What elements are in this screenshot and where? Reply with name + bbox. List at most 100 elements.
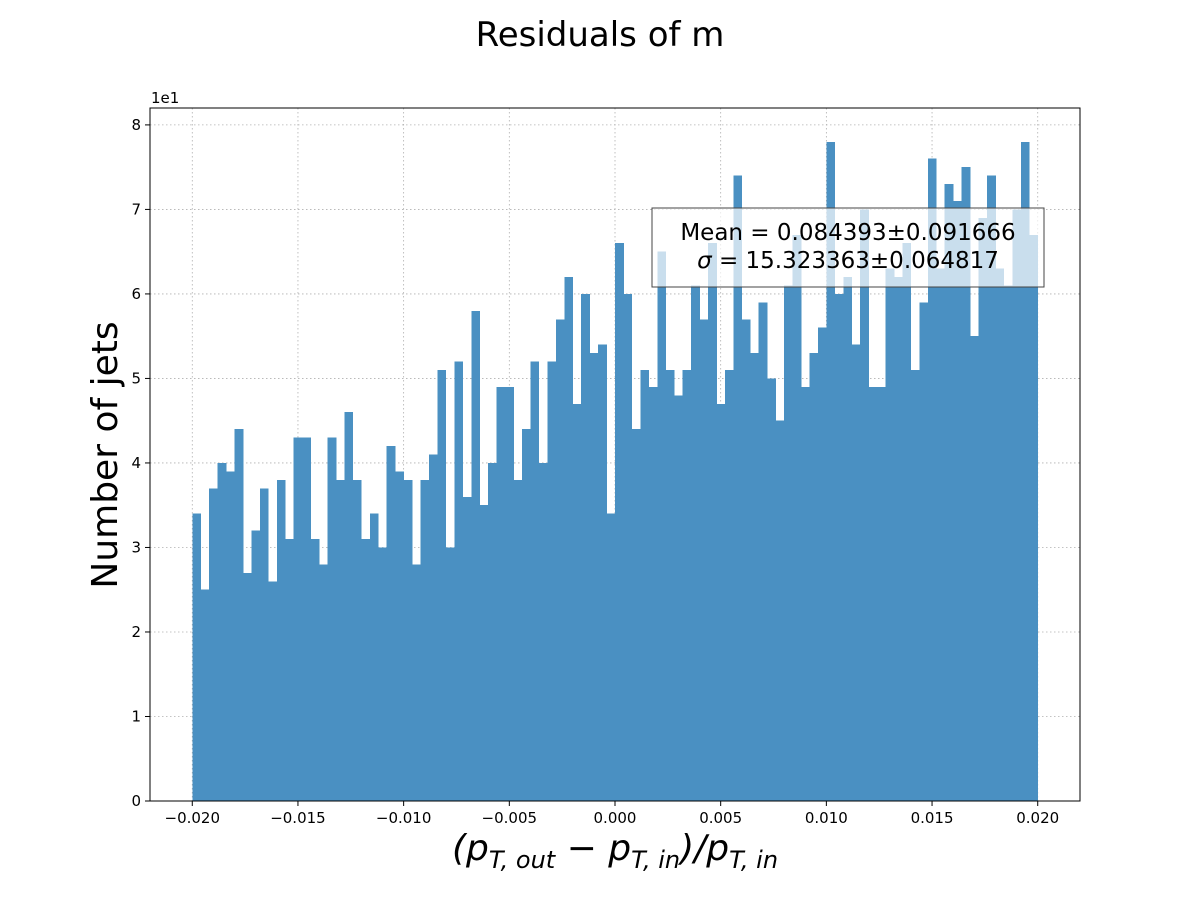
histogram-bar bbox=[682, 369, 692, 801]
histogram-bar bbox=[505, 386, 514, 801]
histogram-bar bbox=[648, 386, 658, 801]
histogram-bar bbox=[623, 293, 633, 801]
y-tick-label: 0 bbox=[131, 792, 141, 810]
histogram-bar bbox=[496, 386, 506, 801]
histogram-bar bbox=[454, 361, 464, 801]
histogram-bar bbox=[716, 403, 726, 801]
histogram-bar bbox=[733, 175, 743, 802]
histogram-bar bbox=[572, 403, 582, 801]
histogram-bar bbox=[767, 378, 776, 801]
histogram-bars bbox=[192, 141, 1039, 802]
x-tick-label: −0.010 bbox=[376, 809, 432, 827]
histogram-bar bbox=[555, 319, 565, 801]
histogram-bar bbox=[691, 285, 700, 802]
histogram-bar bbox=[302, 437, 311, 801]
histogram-bar bbox=[724, 369, 734, 801]
y-tick-label: 3 bbox=[131, 538, 141, 556]
histogram-bar bbox=[953, 200, 962, 802]
histogram-bar bbox=[750, 353, 760, 801]
histogram-bar bbox=[403, 479, 413, 801]
histogram-bar bbox=[1003, 285, 1013, 802]
histogram-bar bbox=[538, 462, 548, 801]
histogram-bar bbox=[251, 530, 261, 801]
histogram-bar bbox=[217, 462, 227, 801]
histogram-bar bbox=[471, 310, 481, 801]
histogram-bar bbox=[665, 369, 675, 801]
y-tick-label: 8 bbox=[131, 116, 141, 134]
histogram-bar bbox=[987, 175, 996, 802]
y-tick-label: 7 bbox=[131, 200, 141, 218]
histogram-bar bbox=[412, 564, 421, 801]
histogram-bar bbox=[530, 361, 540, 801]
x-axis-ticks: −0.020 −0.015 −0.010 −0.005 0.000 0.005 0.010 0… bbox=[165, 801, 1059, 827]
y-tick-label: 6 bbox=[131, 285, 141, 303]
histogram-bar bbox=[268, 581, 278, 801]
histogram-bar bbox=[488, 462, 497, 801]
histogram-bar bbox=[801, 386, 810, 801]
histogram-bar bbox=[581, 293, 590, 801]
histogram-bar bbox=[285, 539, 295, 801]
histogram-bar bbox=[784, 285, 793, 802]
histogram-bar bbox=[352, 479, 362, 801]
histogram-bar bbox=[970, 336, 979, 801]
histogram-bar bbox=[978, 217, 988, 802]
histogram-bar bbox=[674, 395, 683, 801]
x-tick-label: 0.005 bbox=[699, 809, 742, 827]
y-tick-label: 4 bbox=[131, 454, 141, 472]
histogram-bar bbox=[547, 361, 557, 801]
histogram-bar bbox=[902, 243, 912, 802]
x-tick-label: −0.020 bbox=[165, 809, 221, 827]
histogram-bar bbox=[834, 293, 844, 801]
histogram-bar bbox=[319, 564, 328, 801]
y-tick-label: 1 bbox=[131, 707, 141, 725]
histogram-bar bbox=[708, 243, 717, 802]
histogram-bar bbox=[386, 446, 396, 801]
histogram-bar bbox=[276, 479, 286, 801]
x-tick-label: 0.000 bbox=[594, 809, 637, 827]
histogram-bar bbox=[200, 589, 210, 801]
histogram-bar bbox=[995, 268, 1005, 801]
histogram-bar bbox=[910, 369, 920, 801]
histogram-bar bbox=[437, 369, 447, 801]
histogram-bar bbox=[936, 268, 946, 801]
histogram-bar bbox=[522, 429, 531, 801]
histogram-bar bbox=[336, 479, 345, 801]
histogram-bar bbox=[344, 412, 354, 801]
y-axis-label: Number of jets bbox=[85, 321, 126, 588]
histogram-bar bbox=[961, 167, 971, 801]
histogram-bar bbox=[1029, 234, 1039, 801]
histogram-bar bbox=[226, 471, 235, 801]
histogram-bar bbox=[209, 488, 218, 801]
histogram-bar bbox=[445, 547, 455, 801]
histogram-bar bbox=[894, 277, 903, 801]
histogram-bar bbox=[657, 251, 667, 802]
histogram-bar bbox=[792, 234, 802, 801]
histogram-bar bbox=[615, 243, 624, 802]
histogram-bar bbox=[259, 488, 269, 801]
histogram-bar bbox=[1020, 141, 1030, 801]
stats-mean: Mean = 0.084393±0.091666 bbox=[680, 220, 1015, 246]
histogram-bar bbox=[927, 158, 937, 801]
x-tick-label: −0.005 bbox=[482, 809, 538, 827]
y-offset-label: 1e1 bbox=[151, 89, 179, 107]
histogram-bar bbox=[243, 572, 252, 801]
histogram-bar bbox=[877, 386, 886, 801]
histogram-bar bbox=[420, 479, 430, 801]
x-axis-label: (pT, out − pT, in)/pT, in bbox=[452, 828, 778, 874]
x-tick-label: −0.015 bbox=[270, 809, 326, 827]
histogram-bar bbox=[843, 277, 853, 801]
histogram-bar bbox=[589, 353, 599, 801]
histogram-bar bbox=[860, 209, 869, 802]
histogram-bar bbox=[361, 539, 371, 801]
stats-sigma: σ = 15.323363±0.064817 bbox=[697, 248, 999, 274]
histogram-bar bbox=[369, 513, 379, 801]
histogram-bar bbox=[513, 479, 523, 801]
histogram-bar bbox=[564, 277, 574, 801]
histogram-bar bbox=[809, 353, 819, 801]
histogram-bar bbox=[885, 268, 895, 801]
histogram-bar bbox=[775, 420, 785, 801]
histogram-bar bbox=[378, 547, 388, 801]
x-tick-label: 0.015 bbox=[911, 809, 954, 827]
histogram-bar bbox=[631, 429, 641, 801]
